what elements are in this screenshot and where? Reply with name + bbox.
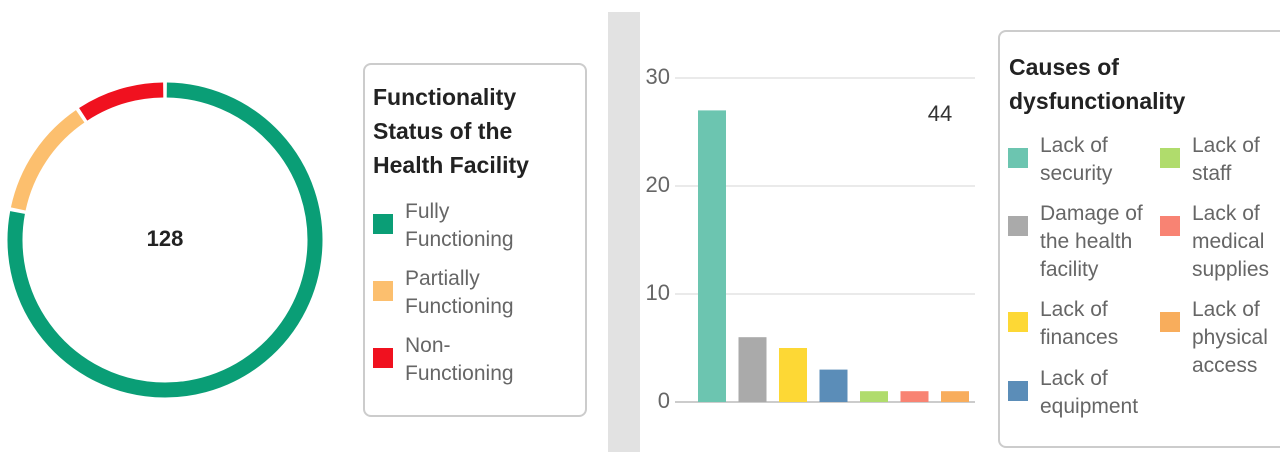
legend-label: Lack of security	[1040, 134, 1113, 185]
bar	[819, 369, 848, 402]
legend-item: Damage of the health facility	[1008, 200, 1155, 284]
legend-label: Non-Functioning	[405, 334, 514, 385]
legend-swatch	[373, 348, 393, 368]
legend-item: Lack of equipment	[1008, 365, 1155, 421]
bar	[738, 337, 767, 402]
legend-title: Functionality Status of the Health Facil…	[373, 84, 529, 178]
legend-label: Damage of the health facility	[1040, 202, 1143, 281]
legend-label: Lack of equipment	[1040, 367, 1139, 418]
y-tick-label: 10	[646, 280, 670, 305]
legend-item: Lack of medical supplies	[1160, 200, 1280, 284]
legend-label: Fully Functioning	[405, 200, 514, 251]
legend-label: Lack of physical access	[1192, 298, 1268, 377]
legend-label: Lack of staff	[1192, 134, 1260, 185]
legend-swatch	[373, 214, 393, 234]
legend-title: Causes of dysfunctionality	[1009, 54, 1186, 114]
legend-swatch	[1160, 148, 1180, 168]
donut-legend: Functionality Status of the Health Facil…	[363, 63, 587, 417]
legend-label: Partially Functioning	[405, 267, 514, 318]
legend-swatch	[1008, 381, 1028, 401]
y-tick-label: 20	[646, 172, 670, 197]
legend-swatch	[1160, 312, 1180, 332]
donut-segment	[79, 82, 164, 121]
legend-item: Lack of finances	[1008, 296, 1155, 352]
bar	[779, 348, 807, 402]
bar	[860, 391, 888, 402]
donut-segment	[10, 110, 85, 211]
y-tick-label: 0	[658, 388, 670, 413]
legend-item: Lack of security	[1008, 132, 1155, 188]
legend-item: Partially Functioning	[373, 265, 555, 321]
donut-segment	[7, 82, 323, 398]
legend-swatch	[373, 281, 393, 301]
legend-label: Lack of finances	[1040, 298, 1119, 349]
bar	[698, 110, 726, 403]
legend-item: Lack of staff	[1160, 132, 1280, 188]
bar-legend: Causes of dysfunctionality Lack of secur…	[998, 30, 1280, 448]
legend-swatch	[1160, 216, 1180, 236]
bar	[941, 391, 969, 402]
legend-item: Fully Functioning	[373, 198, 555, 254]
legend-item: Lack of physical access	[1160, 296, 1280, 380]
legend-label: Lack of medical supplies	[1192, 202, 1270, 281]
bar-total: 44	[928, 101, 952, 126]
y-tick-label: 30	[646, 64, 670, 89]
legend-item: Non-Functioning	[373, 332, 555, 388]
legend-swatch	[1008, 148, 1028, 168]
bar	[900, 391, 929, 402]
divider	[608, 12, 640, 452]
legend-swatch	[1008, 216, 1028, 236]
legend-swatch	[1008, 312, 1028, 332]
donut-total: 128	[147, 226, 184, 251]
